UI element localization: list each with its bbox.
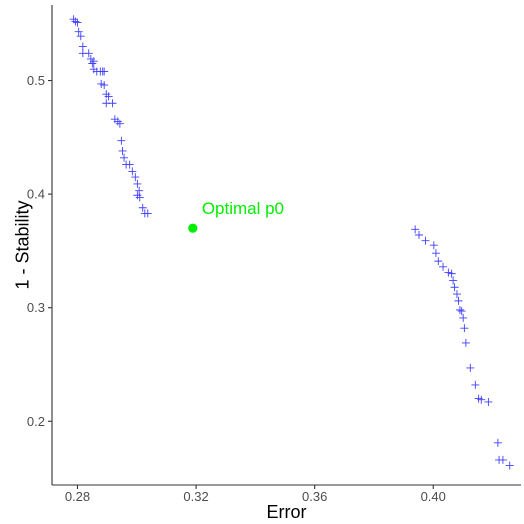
data-point [493,438,502,447]
data-point [73,18,82,27]
data-point [498,455,507,464]
data-point [135,193,144,202]
data-point [466,363,475,372]
data-point [118,146,127,155]
data-point [434,257,443,266]
data-point [71,17,80,26]
data-point [455,305,464,314]
data-point [449,276,458,285]
x-tick-label: 0.28 [65,489,90,504]
data-point [431,249,440,258]
data-point [84,49,93,58]
data-point [450,283,459,292]
data-point [411,225,420,234]
x-tick-label: 0.40 [421,489,446,504]
axes: 0.28 0.32 0.36 0.40 0.2 0.3 0.4 0.5 [27,5,521,504]
data-point [100,67,109,76]
optimal-point [188,223,198,233]
data-point [484,397,493,406]
data-point [452,290,461,299]
data-point [138,203,147,212]
data-point [459,313,468,322]
data-point [128,167,137,176]
data-point [454,296,463,305]
data-point [477,395,486,404]
data-point [460,324,469,333]
data-point [133,179,142,188]
data-point [74,27,83,36]
data-point [125,160,134,169]
data-points [69,15,514,470]
data-point [115,119,124,128]
data-point [415,231,424,240]
y-axis-title: 1 - Stability [12,200,32,289]
x-tick-label: 0.32 [183,489,208,504]
y-tick-label: 0.5 [27,73,45,88]
data-point [131,173,140,182]
data-point [429,241,438,250]
y-axis-ticks: 0.2 0.3 0.4 0.5 [27,73,52,429]
data-point [89,57,98,66]
data-point [421,236,430,245]
y-tick-label: 0.4 [27,187,45,202]
data-point [447,269,456,278]
data-point [78,42,87,51]
data-point [108,99,117,108]
data-point [69,15,78,24]
data-point [117,136,126,145]
data-point [505,461,514,470]
data-point [439,262,448,271]
data-point [457,307,466,316]
data-point [461,338,470,347]
data-point [76,32,85,41]
data-point [471,380,480,389]
data-point [135,186,144,195]
data-point [88,59,97,68]
optimal-point-group: Optimal p0 [188,199,284,233]
data-point [143,209,152,218]
y-tick-label: 0.2 [27,414,45,429]
y-tick-label: 0.3 [27,300,45,315]
data-point [120,153,129,162]
x-tick-label: 0.36 [302,489,327,504]
data-point [104,92,113,101]
x-axis-ticks: 0.28 0.32 0.36 0.40 [65,485,446,504]
data-point [444,268,453,277]
x-axis-title: Error [267,502,307,522]
data-point [100,81,109,90]
optimal-point-label: Optimal p0 [202,199,284,218]
